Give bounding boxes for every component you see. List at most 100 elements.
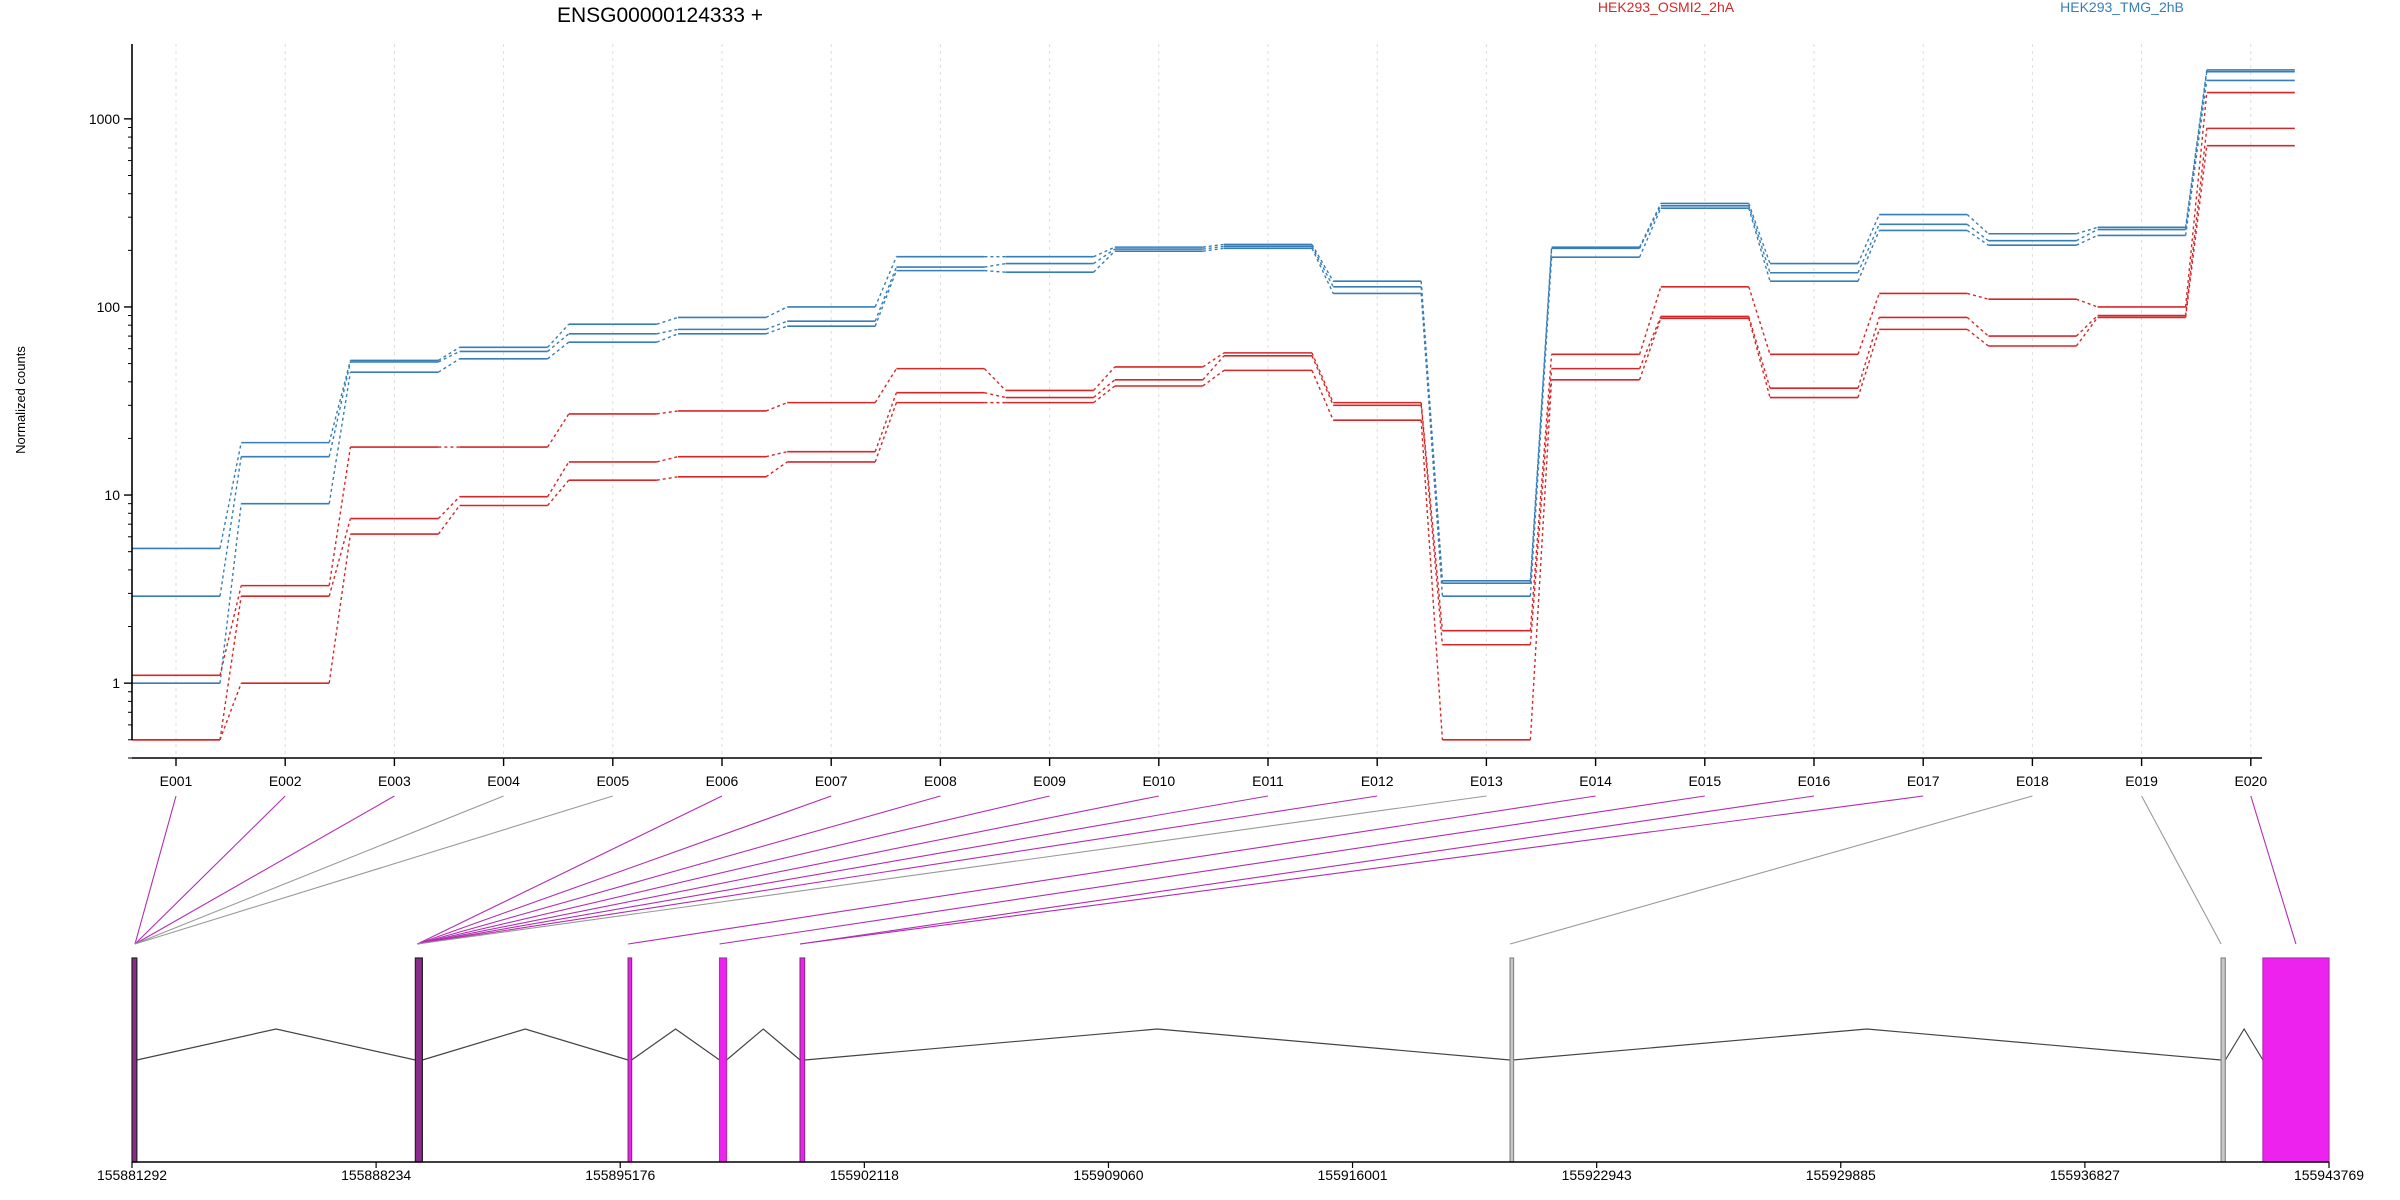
data-connector — [1638, 205, 1662, 249]
axes: 1 10 100 1000 E001 E002 E003 E004 E005 E006 E007 E0… — [89, 44, 2267, 789]
intron-line — [136, 1028, 416, 1061]
data-connector — [1202, 352, 1225, 368]
legend-label-osmi2: HEK293_OSMI2_2hA — [1598, 0, 1735, 15]
data-connector — [1311, 246, 1334, 288]
data-connector — [2076, 228, 2098, 242]
exon-connector-E016 — [799, 795, 1815, 945]
data-connector — [1638, 207, 1662, 258]
exon-connector-E002 — [134, 795, 286, 945]
data-connector — [1093, 246, 1116, 258]
data-connector — [1857, 214, 1880, 264]
legend-label-tmg: HEK293_TMG_2hB — [2060, 0, 2184, 15]
coordinate-tick-label: 155881292 — [97, 1167, 167, 1183]
coordinate-tick-label: 155922943 — [1562, 1167, 1632, 1183]
data-connector — [1093, 385, 1116, 404]
data-connector — [2184, 145, 2208, 318]
data-connector — [765, 401, 788, 412]
coordinate-tick-label: 155895176 — [585, 1167, 655, 1183]
x-tick-label: E016 — [1798, 773, 1831, 789]
data-connector — [874, 270, 898, 327]
x-tick-label: E011 — [1252, 773, 1284, 789]
data-connector — [1748, 286, 1771, 355]
series-HEK293_OSMI2_2hA-4 — [132, 127, 2295, 741]
data-connector — [1202, 355, 1225, 381]
coordinate-tick-label: 155916001 — [1318, 1167, 1388, 1183]
data-connector — [438, 350, 460, 363]
exon-connector-E008 — [417, 795, 941, 945]
x-tick-label: E012 — [1361, 773, 1394, 789]
exon-block — [414, 957, 423, 1163]
data-connector — [656, 328, 679, 335]
data-connector — [219, 596, 242, 740]
exon-connector-E011 — [417, 795, 1269, 945]
data-connector — [983, 368, 1007, 391]
data-connector — [1529, 248, 1553, 584]
series-HEK293_TMG_2hB-0 — [132, 69, 2295, 582]
data-connector — [1529, 368, 1553, 645]
x-tick-label: E015 — [1688, 773, 1721, 789]
data-connector — [656, 455, 679, 463]
data-connector — [765, 325, 788, 335]
data-connector — [1638, 203, 1662, 248]
x-tick-label: E001 — [160, 773, 193, 789]
data-connector — [1529, 247, 1553, 581]
exon-block — [718, 957, 728, 1163]
data-connector — [1311, 355, 1334, 406]
series-HEK293_OSMI2_2hA-5 — [132, 144, 2295, 741]
exon-connector-E009 — [417, 795, 1050, 945]
exon-block — [1509, 957, 1515, 1163]
y-axis-label: Normalized counts — [13, 346, 28, 454]
data-connector — [1202, 247, 1225, 252]
data-connector — [1857, 224, 1880, 274]
data-connector — [656, 316, 679, 325]
data-connector — [1093, 248, 1116, 265]
exon-block — [131, 957, 138, 1163]
data-connector — [2184, 92, 2208, 308]
exon-connector-E003 — [134, 795, 395, 945]
data-connector — [547, 323, 570, 348]
data-connector — [1966, 229, 1989, 246]
data-connector — [874, 368, 897, 403]
data-connector — [438, 346, 460, 361]
exon-connector-E006 — [417, 795, 723, 945]
intron-line — [726, 1028, 801, 1061]
exon-connector-E019 — [2141, 795, 2222, 945]
data-connector — [2075, 315, 2099, 337]
exon-block — [627, 957, 633, 1163]
exon-connector-E004 — [134, 795, 504, 945]
exon-connector-E007 — [417, 795, 832, 945]
data-connector — [328, 372, 352, 504]
data-connector — [2076, 298, 2098, 308]
data-connector — [765, 306, 788, 319]
series-HEK293_OSMI2_2hA-3 — [132, 91, 2295, 677]
x-tick-label: E009 — [1033, 773, 1066, 789]
data-connector — [984, 262, 1006, 268]
data-connector — [328, 360, 352, 443]
data-connector — [656, 410, 679, 415]
data-connector — [1966, 214, 1989, 235]
intron-line — [422, 1028, 629, 1061]
data-connector — [1748, 207, 1771, 282]
series-HEK293_TMG_2hB-1 — [132, 70, 2295, 597]
exon-connector-E018 — [1509, 795, 2033, 945]
data-connector — [1529, 257, 1553, 597]
data-connector — [1311, 244, 1334, 282]
data-connector — [1420, 405, 1444, 645]
exon-connectors — [134, 795, 2297, 945]
x-tick-label: E018 — [2016, 773, 2049, 789]
x-tick-label: E014 — [1579, 773, 1612, 789]
data-connector — [547, 333, 570, 352]
intron-line — [804, 1028, 1511, 1061]
data-connector — [328, 534, 352, 684]
data-connector — [1529, 354, 1553, 631]
x-tick-label: E005 — [596, 773, 629, 789]
data-connector — [1857, 293, 1880, 355]
data-connector — [1748, 318, 1771, 398]
x-tick-label: E007 — [815, 773, 848, 789]
x-tick-label: E010 — [1142, 773, 1175, 789]
data-connector — [437, 496, 461, 520]
data-connector — [874, 256, 898, 308]
exon-block — [799, 957, 806, 1163]
x-tick-label: E013 — [1470, 773, 1503, 789]
coordinate-tick-label: 155936827 — [2050, 1167, 2120, 1183]
